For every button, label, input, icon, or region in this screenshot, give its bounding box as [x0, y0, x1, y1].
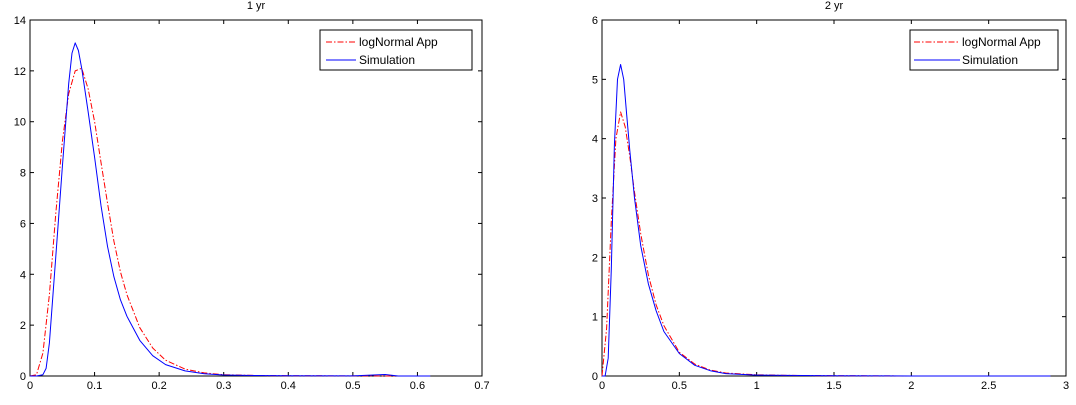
legend-label-lognormal: logNormal App	[359, 35, 438, 49]
legend-label-simulation: Simulation	[359, 53, 415, 67]
series-layer	[601, 64, 1051, 377]
series-line-lognormal	[29, 67, 431, 377]
legend-box	[909, 29, 1059, 71]
chart-title: 2 yr	[825, 0, 844, 12]
legend-box	[319, 29, 473, 71]
axes-frame	[29, 19, 483, 377]
y-axis-ticks: 0 2 4 6 8 10 12 14	[14, 15, 482, 383]
y-tick-label: 5	[592, 74, 598, 86]
plot-2yr: 2 yr 0 0.5 1 1.5 2 2.5 3 0 1 2 3 4 5 6 logNormal App…	[592, 0, 1069, 392]
y-tick-label: 2	[20, 320, 26, 332]
x-tick-label: 0.7	[474, 380, 489, 392]
x-tick-label: 0.4	[281, 380, 296, 392]
x-tick-label: 0.1	[87, 380, 102, 392]
y-tick-label: 1	[592, 312, 598, 324]
legend: logNormal App Simulation	[319, 29, 473, 71]
x-tick-label: 0.5	[672, 380, 687, 392]
y-tick-label: 4	[20, 269, 26, 281]
y-tick-label: 6	[592, 15, 598, 27]
y-tick-label: 4	[592, 134, 598, 146]
series-line-simulation	[602, 64, 1051, 377]
x-tick-label: 0.5	[345, 380, 360, 392]
legend-label-simulation: Simulation	[962, 53, 1018, 67]
legend-label-lognormal: logNormal App	[962, 35, 1041, 49]
y-tick-label: 12	[14, 66, 26, 78]
y-axis-ticks: 0 1 2 3 4 5 6	[592, 15, 1066, 383]
legend: logNormal App Simulation	[909, 29, 1059, 71]
x-tick-label: 1.5	[826, 380, 841, 392]
x-tick-label: 2	[908, 380, 914, 392]
plot-1yr: 1 yr 0 0.1 0.2 0.3 0.4 0.5 0.6 0.7 02468101214 …	[14, 0, 490, 392]
y-tick-label: 3	[592, 193, 598, 205]
y-tick-label: 8	[20, 168, 26, 180]
x-axis-ticks: 0 0.5 1 1.5 2 2.5 3	[599, 20, 1069, 392]
x-axis-ticks: 0 0.1 0.2 0.3 0.4 0.5 0.6 0.7	[27, 20, 490, 392]
y-tick-label: 10	[14, 117, 26, 129]
x-tick-label: 2.5	[981, 380, 996, 392]
x-tick-label: 0.3	[216, 380, 231, 392]
y-tick-label: 0	[592, 371, 598, 383]
chart-title: 1 yr	[247, 0, 266, 12]
y-tick-label: 6	[20, 218, 26, 230]
series-line-lognormal	[601, 111, 1051, 377]
series-layer	[29, 42, 431, 377]
series-line-simulation	[30, 42, 431, 377]
x-tick-label: 0	[27, 380, 33, 392]
y-tick-label: 14	[14, 15, 26, 27]
axes-frame	[601, 19, 1067, 377]
x-tick-label: 0	[599, 380, 605, 392]
x-tick-label: 0.6	[410, 380, 425, 392]
x-tick-label: 1	[754, 380, 760, 392]
y-tick-label: 0	[20, 371, 26, 383]
x-tick-label: 3	[1063, 380, 1069, 392]
x-tick-label: 0.2	[151, 380, 166, 392]
y-tick-label: 2	[592, 252, 598, 264]
